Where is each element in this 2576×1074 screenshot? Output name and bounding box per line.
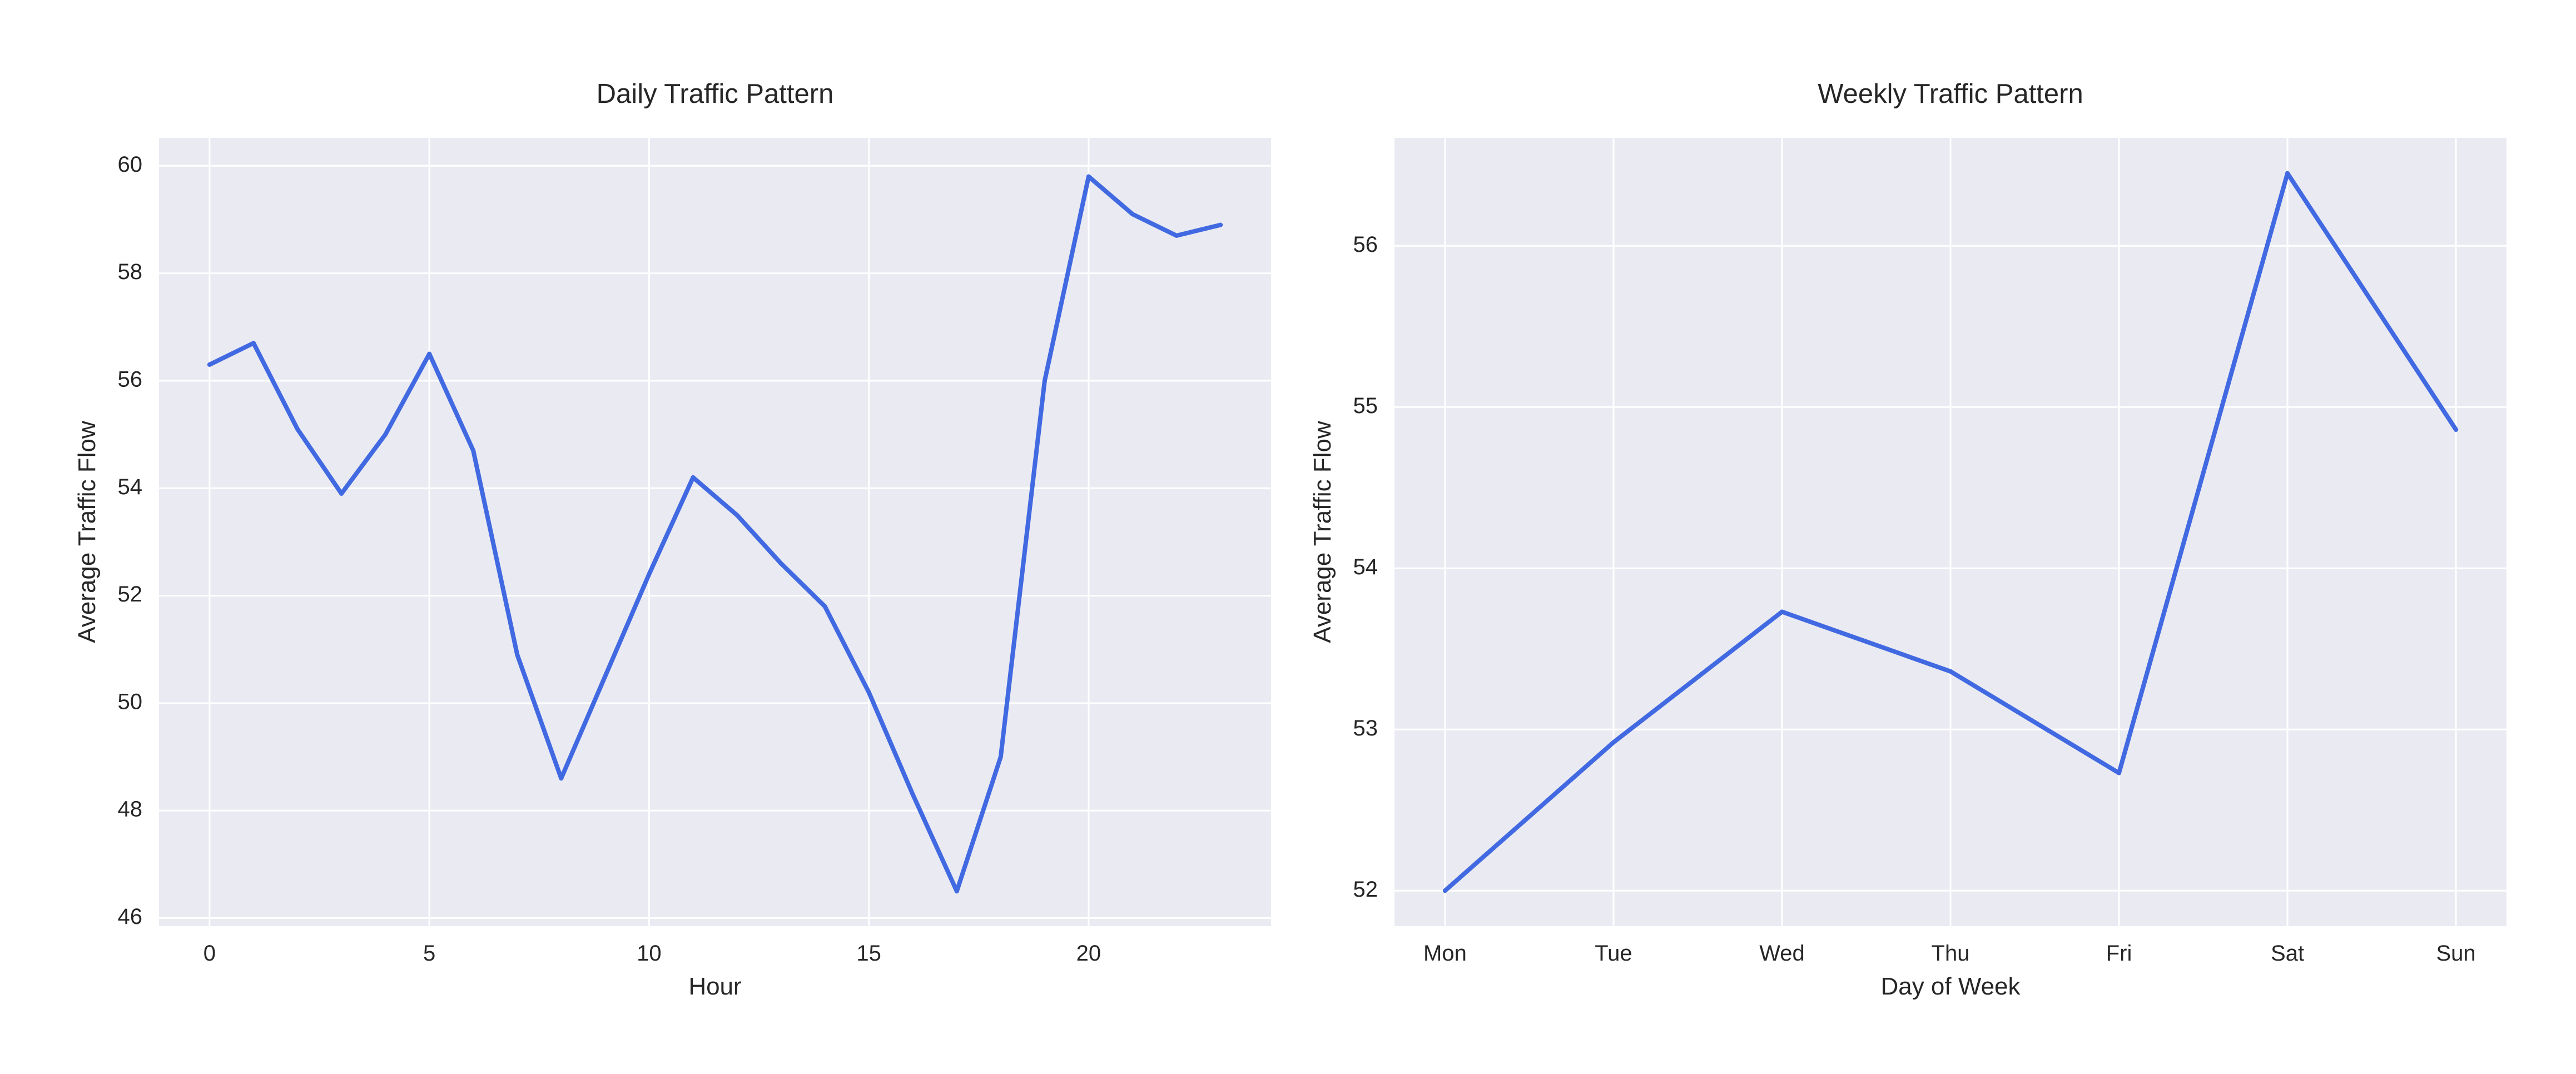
x-axis-label: Day of Week — [1880, 973, 2021, 1000]
y-tick-label: 56 — [118, 367, 143, 391]
x-axis-label: Hour — [688, 973, 741, 1000]
data-point — [1948, 669, 1953, 674]
data-point — [1218, 222, 1223, 227]
chart-title: Daily Traffic Pattern — [597, 79, 834, 109]
y-tick-label: 52 — [1353, 877, 1378, 902]
x-tick-label: Tue — [1595, 941, 1632, 966]
data-point — [515, 652, 520, 657]
y-tick-label: 54 — [1353, 555, 1378, 579]
data-point — [1442, 888, 1447, 893]
data-point — [910, 792, 915, 797]
series-line-1 — [207, 174, 1223, 894]
x-tick-label: 10 — [637, 941, 662, 966]
x-tick-label: Sun — [2436, 941, 2476, 966]
data-point — [207, 362, 212, 367]
data-point — [339, 491, 344, 496]
data-point — [1042, 378, 1047, 383]
x-tick-label: 0 — [204, 941, 216, 966]
y-axis-label: Average Traffic Flow — [1309, 421, 1336, 643]
x-tick-label: 15 — [856, 941, 881, 966]
data-point — [1779, 609, 1784, 614]
data-point — [866, 690, 871, 695]
data-point — [559, 776, 564, 781]
y-tick-label: 54 — [118, 475, 143, 499]
chart-panel-1: 0 5 10 15 20 46 48 50 52 54 56 58 60 Daily Traffic Pa… — [73, 79, 1271, 1000]
y-axis-label: Average Traffic Flow — [73, 421, 101, 643]
x-tick-label: 20 — [1076, 941, 1101, 966]
data-point — [691, 475, 696, 480]
data-point — [647, 571, 652, 576]
chart-panel-2: Mon Tue Wed Thu Fri Sat Sun 52 53 54 55 56 Weekly Tr… — [1309, 79, 2506, 1000]
x-tick-label: 5 — [423, 941, 435, 966]
data-point — [383, 432, 388, 437]
x-tick-label: Mon — [1423, 941, 1467, 966]
y-tick-label: 53 — [1353, 716, 1378, 740]
data-point — [2117, 770, 2122, 775]
data-point — [427, 351, 432, 356]
y-tick-label: 46 — [118, 904, 143, 929]
y-tick-label: 50 — [118, 689, 143, 714]
data-point — [1174, 233, 1179, 238]
data-point — [2285, 171, 2290, 176]
y-tick-label: 56 — [1353, 232, 1378, 257]
y-tick-label: 52 — [118, 582, 143, 606]
data-point — [2454, 427, 2459, 432]
plot-area — [159, 138, 1271, 926]
x-tick-label: Wed — [1759, 941, 1805, 966]
x-tick-label: Sat — [2271, 941, 2304, 966]
data-point — [954, 889, 959, 894]
y-tick-label: 55 — [1353, 394, 1378, 418]
data-point — [295, 426, 300, 431]
y-tick-label: 60 — [118, 152, 143, 177]
y-tick-label: 48 — [118, 797, 143, 822]
data-point — [603, 674, 608, 679]
data-point — [251, 341, 256, 346]
data-point — [778, 561, 783, 566]
x-tick-label: Thu — [1932, 941, 1970, 966]
x-tick-label: Fri — [2106, 941, 2132, 966]
data-point — [1086, 174, 1091, 179]
y-tick-label: 58 — [118, 260, 143, 284]
data-point — [1611, 740, 1616, 745]
data-point — [822, 604, 827, 609]
chart-title: Weekly Traffic Pattern — [1818, 79, 2083, 109]
data-point — [471, 448, 476, 453]
data-point — [998, 754, 1003, 759]
data-point — [1130, 212, 1135, 217]
data-point — [734, 513, 739, 518]
